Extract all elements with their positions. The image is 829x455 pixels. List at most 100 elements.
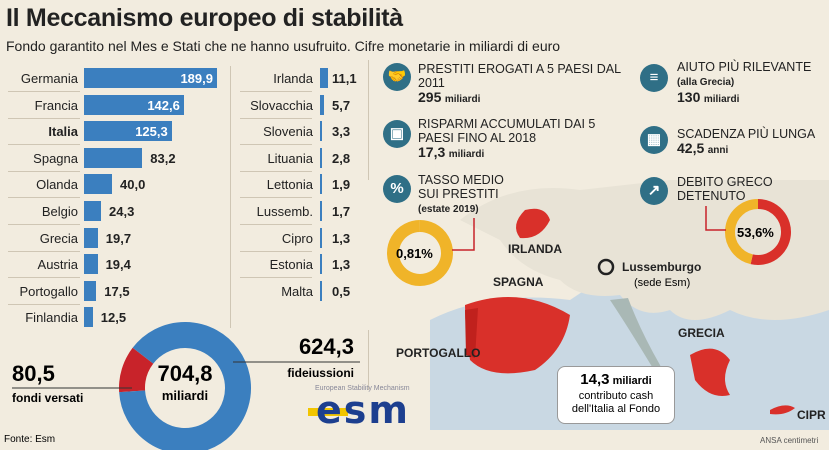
bar bbox=[84, 68, 217, 88]
label-lussemburgo: Lussemburgo bbox=[622, 260, 702, 274]
divider bbox=[368, 330, 369, 390]
bar bbox=[320, 121, 323, 142]
bar-value: 3,3 bbox=[332, 124, 351, 140]
bar-value: 125,3 bbox=[135, 124, 168, 140]
bar bbox=[84, 227, 98, 248]
italy-note: contributo cash bbox=[578, 390, 654, 402]
row-separator bbox=[240, 91, 312, 92]
bar bbox=[84, 307, 93, 328]
donut-slice-fondi-versati bbox=[119, 347, 154, 393]
page-title: Il Meccanismo europeo di stabilità bbox=[6, 4, 403, 32]
bar bbox=[320, 68, 328, 88]
fideiussioni-label: fideiussioni bbox=[287, 366, 354, 380]
fondi-versati-value: 80,5 bbox=[12, 361, 55, 386]
bar-label: Cipro bbox=[281, 230, 313, 246]
growth-chart-icon: ↗ bbox=[640, 177, 668, 205]
italy-note: dell'Italia al Fondo bbox=[571, 403, 661, 415]
fact-scadenza: SCADENZA PIÙ LUNGA 42,5 anni bbox=[677, 127, 816, 156]
bar-label: Italia bbox=[48, 124, 78, 140]
bar-label: Lituania bbox=[267, 150, 313, 166]
subtitle: Fondo garantito nel Mes e Stati che ne h… bbox=[6, 38, 561, 54]
donut-slice-fideiussioni bbox=[119, 322, 251, 450]
bar-value: 1,9 bbox=[332, 177, 351, 193]
bar-value: 0,5 bbox=[332, 283, 351, 299]
bar bbox=[84, 94, 184, 115]
fact-risparmi: RISPARMI ACCUMULATI DAI 5 PAESI FINO AL … bbox=[418, 117, 596, 160]
label-sede-esm: (sede Esm) bbox=[634, 277, 691, 289]
bar bbox=[320, 147, 322, 168]
label-spagna: SPAGNA bbox=[493, 275, 544, 289]
bar-label: Austria bbox=[37, 257, 78, 273]
esm-total-unit: miliardi bbox=[161, 388, 209, 403]
bar-value: 2,8 bbox=[332, 150, 351, 166]
greece-shape bbox=[690, 348, 730, 396]
savings-icon: ▣ bbox=[383, 120, 411, 148]
divider bbox=[230, 66, 231, 328]
row-separator bbox=[8, 224, 80, 225]
bar-value: 142,6 bbox=[147, 97, 180, 113]
bar-label: Malta bbox=[281, 283, 313, 299]
arrow-debito bbox=[705, 206, 726, 231]
bar bbox=[84, 254, 98, 275]
esm-logo: esm bbox=[308, 394, 430, 428]
row-separator bbox=[240, 224, 312, 225]
row-separator bbox=[8, 117, 80, 119]
arrow-tasso bbox=[452, 218, 475, 251]
label-irlanda: IRLANDA bbox=[508, 242, 562, 256]
bar-label: Lussemb. bbox=[256, 204, 313, 219]
source: Fonte: Esm bbox=[4, 434, 56, 445]
row-separator bbox=[8, 144, 80, 146]
tasso-label: 0,81% bbox=[396, 246, 433, 261]
bar-label: Lettonia bbox=[266, 177, 313, 193]
bar bbox=[84, 121, 172, 142]
bar bbox=[320, 280, 322, 301]
calendar-icon: ▦ bbox=[640, 126, 668, 154]
bar bbox=[84, 201, 102, 221]
debito-slice bbox=[750, 199, 791, 265]
ireland-shape bbox=[516, 208, 550, 239]
label-portogallo: PORTOGALLO bbox=[396, 346, 481, 360]
row-separator bbox=[8, 250, 80, 252]
bar-value: 24,3 bbox=[109, 204, 135, 219]
bar bbox=[320, 254, 322, 275]
row-separator bbox=[8, 197, 80, 199]
row-separator bbox=[240, 170, 312, 172]
bar-value: 17,5 bbox=[104, 283, 130, 299]
bar-value: 5,7 bbox=[332, 97, 351, 113]
bar-label: Olanda bbox=[36, 177, 78, 193]
tasso-donut bbox=[386, 220, 453, 286]
bar-value: 11,1 bbox=[332, 71, 357, 86]
row-separator bbox=[240, 197, 312, 199]
bar-label: Estonia bbox=[269, 257, 313, 273]
fideiussioni-value: 624,3 bbox=[298, 334, 354, 359]
bar-value: 12,5 bbox=[100, 310, 127, 326]
bar-label: Grecia bbox=[39, 230, 78, 246]
bar bbox=[320, 227, 322, 248]
percent-icon: % bbox=[383, 175, 411, 203]
row-separator bbox=[240, 117, 312, 119]
bar-label: Finlandia bbox=[25, 310, 78, 326]
spain-shape bbox=[465, 297, 570, 374]
bar-value: 1,3 bbox=[332, 230, 351, 246]
bar-label: Irlanda bbox=[273, 71, 313, 86]
fact-prestiti: PRESTITI EROGATI A 5 PAESI DAL 2011 295 m… bbox=[418, 62, 621, 105]
row-separator bbox=[240, 250, 312, 252]
bar-value: 1,7 bbox=[332, 204, 351, 219]
divider bbox=[368, 60, 369, 180]
esm-total: 704,8 bbox=[157, 361, 213, 386]
row-separator bbox=[8, 170, 80, 172]
debito-label: 53,6% bbox=[737, 225, 774, 240]
row-separator bbox=[8, 91, 80, 92]
bar-label: Portogallo bbox=[19, 283, 78, 299]
label-cipro: CIPR bbox=[797, 408, 826, 422]
bar-value: 19,4 bbox=[105, 257, 131, 273]
bar-label: Spagna bbox=[33, 150, 78, 166]
bar bbox=[320, 174, 322, 195]
luxembourg-marker bbox=[597, 258, 615, 276]
bar bbox=[320, 94, 324, 115]
bar bbox=[84, 174, 112, 195]
bar-value: 19,7 bbox=[105, 230, 132, 246]
bar-value: 83,2 bbox=[150, 150, 176, 166]
